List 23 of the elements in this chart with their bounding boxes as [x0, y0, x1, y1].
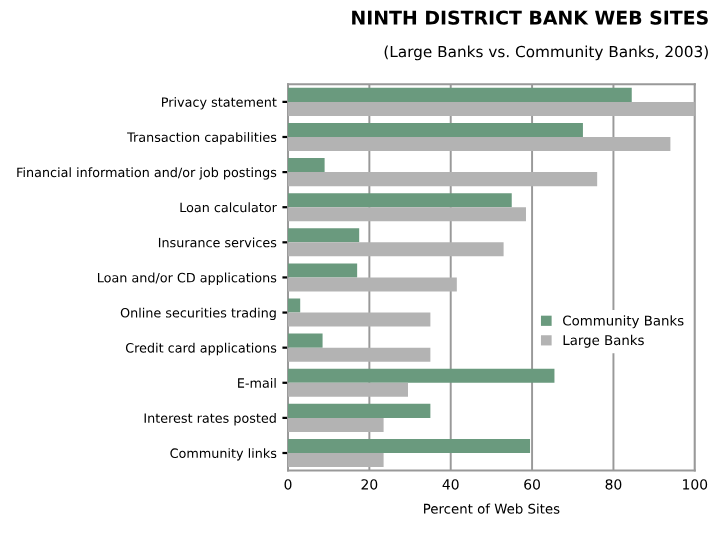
- bar: [288, 207, 526, 222]
- bar: [288, 193, 512, 208]
- bar: [288, 101, 695, 116]
- bar: [288, 453, 384, 468]
- bar: [288, 277, 457, 292]
- bar: [288, 242, 504, 257]
- bar: [288, 122, 583, 137]
- bar: [288, 172, 598, 187]
- bar: [288, 417, 384, 432]
- chart-title: NINTH DISTRICT BANK WEB SITES: [352, 10, 708, 25]
- bar: [288, 438, 531, 453]
- bar: [288, 368, 555, 383]
- bar: [288, 312, 431, 327]
- bar: [288, 136, 671, 152]
- bar: [288, 382, 409, 397]
- bar: [288, 347, 431, 362]
- bar: [288, 87, 632, 102]
- bar: [288, 403, 431, 418]
- bar: [288, 228, 360, 243]
- bar: [288, 263, 358, 278]
- bar: [288, 158, 325, 173]
- bar: [288, 333, 323, 348]
- bar: [288, 298, 301, 313]
